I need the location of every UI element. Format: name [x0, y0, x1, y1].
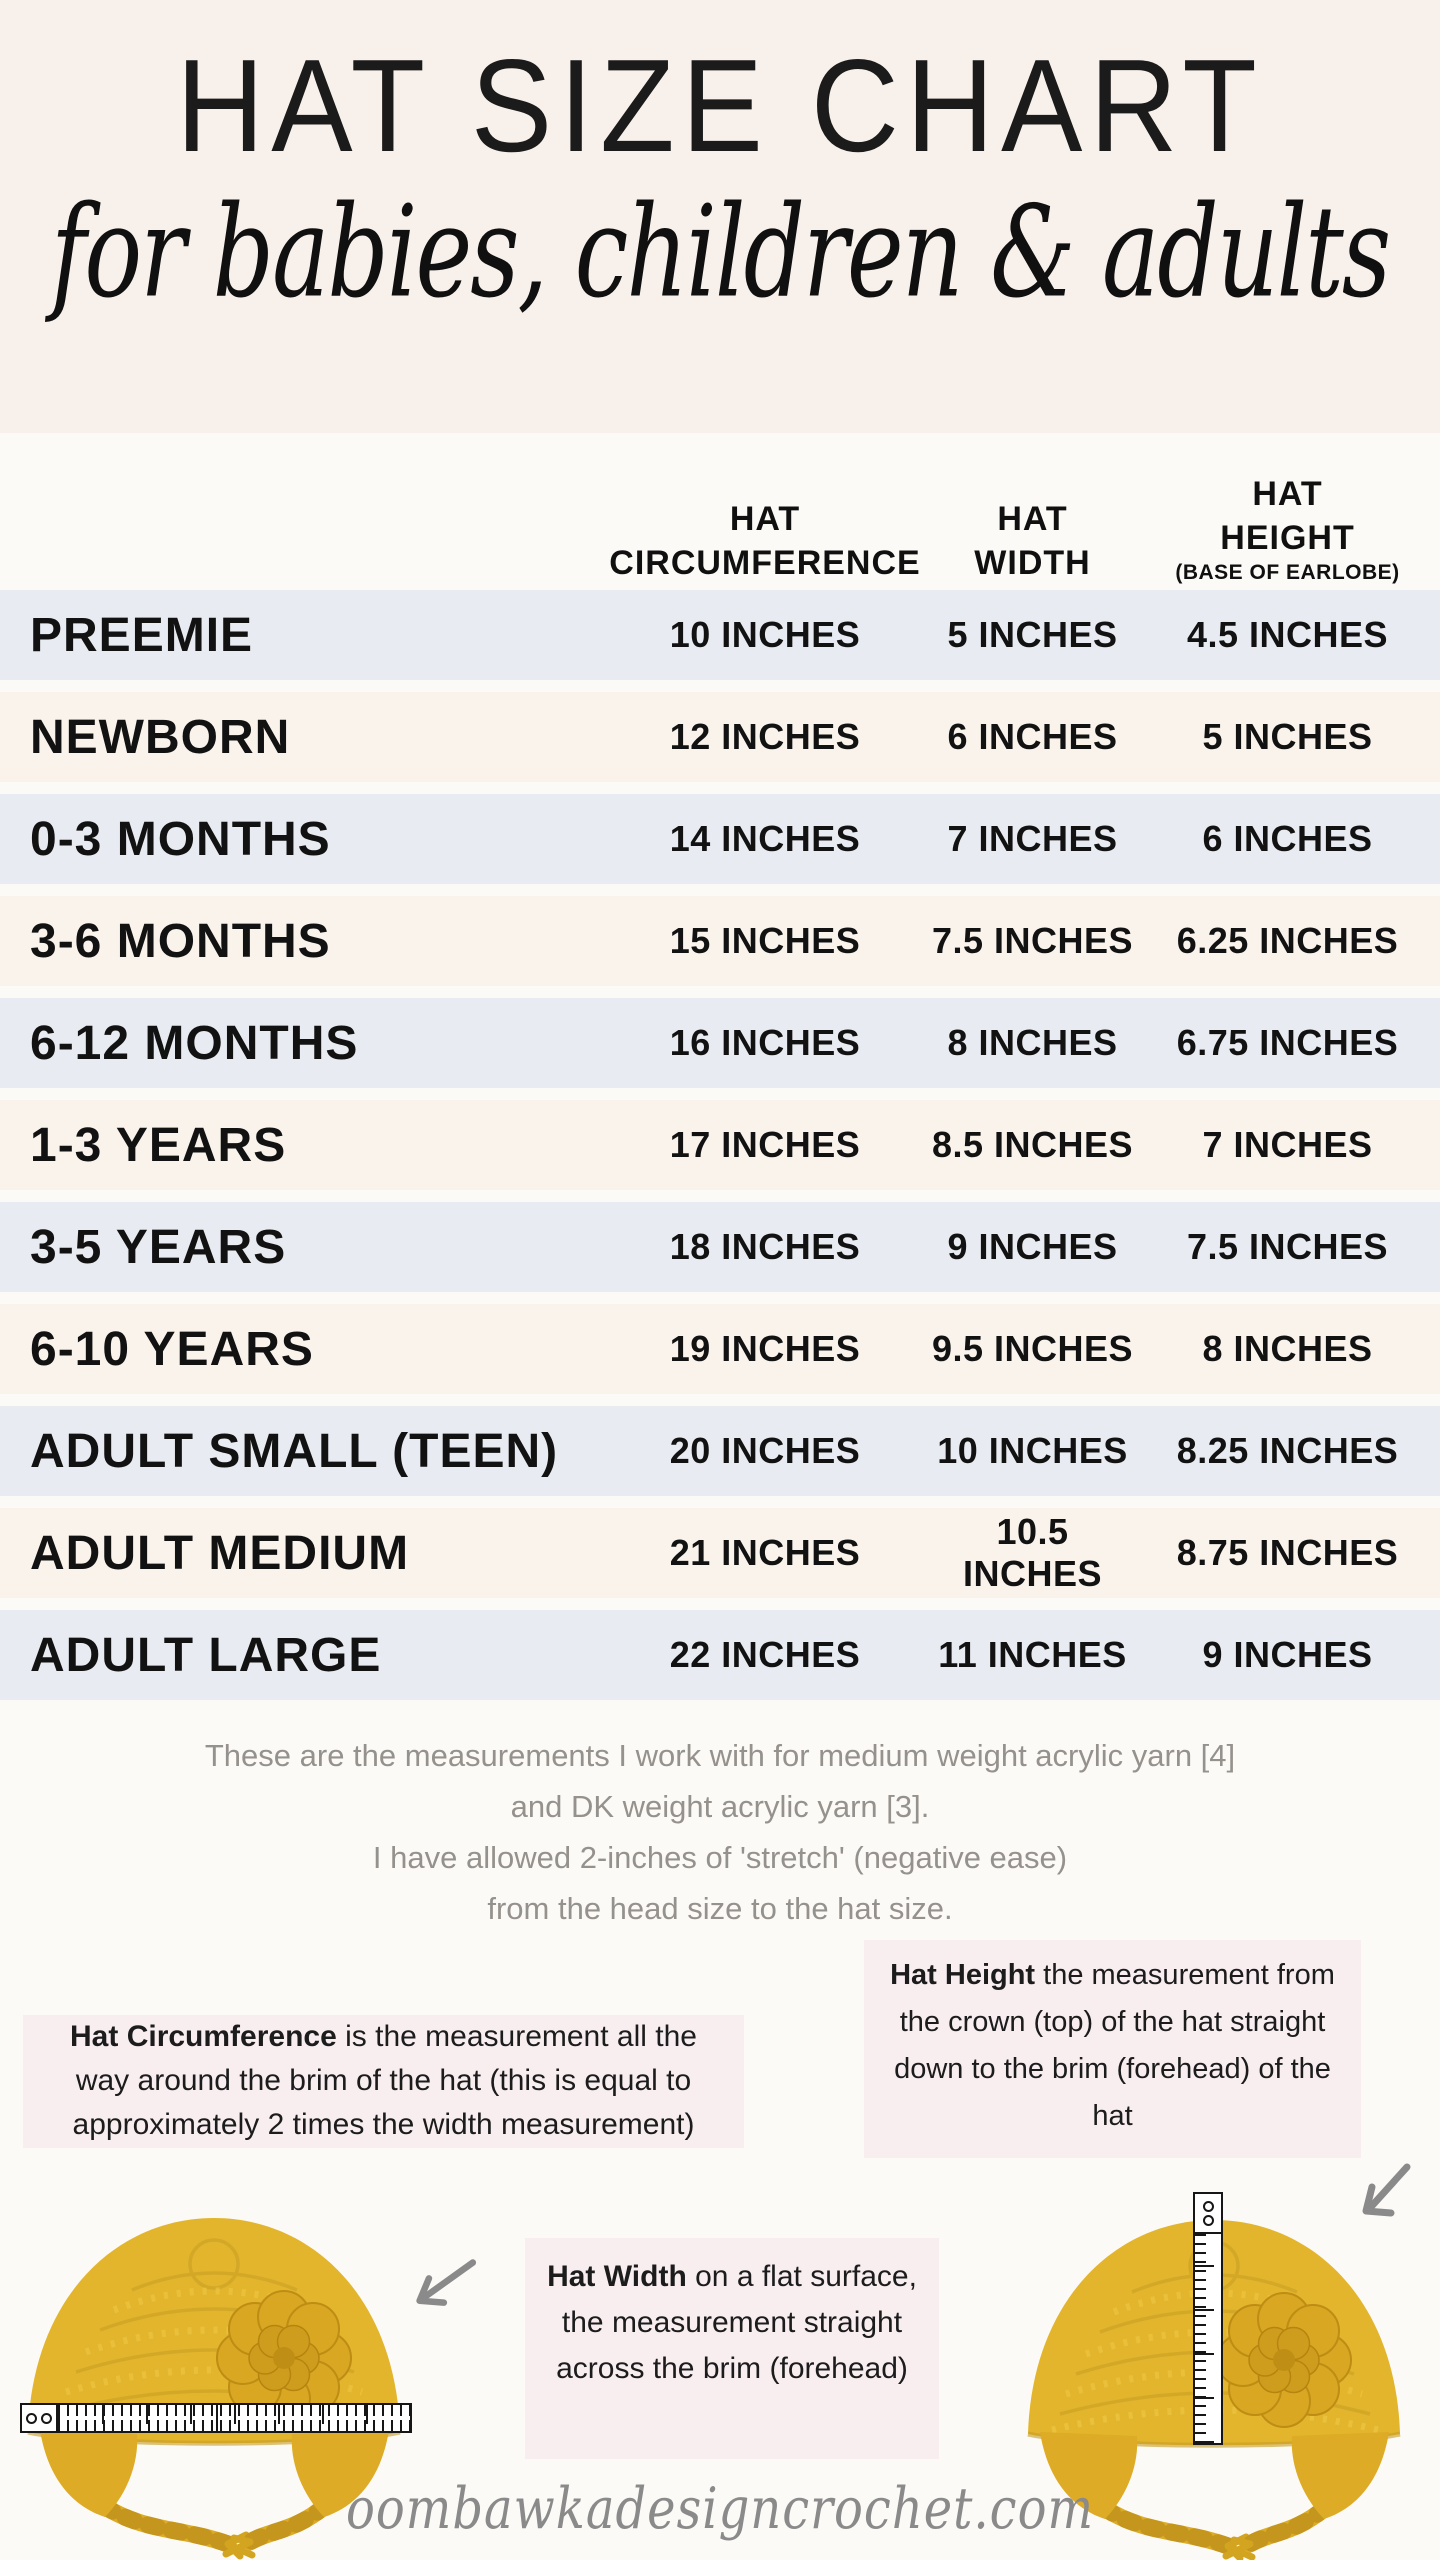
size-label: 3-6 MONTHS: [30, 914, 331, 968]
table-row: 3-6 MONTHS 15 INCHES 7.5 INCHES 6.25 INC…: [0, 896, 1440, 986]
note-line: I have allowed 2-inches of 'stretch' (ne…: [372, 1840, 1068, 1875]
yarn-notes: These are the measurements I work with f…: [0, 1730, 1440, 1934]
ruler-metal-end: [22, 2405, 58, 2431]
width-value: 7.5 INCHES: [931, 920, 1134, 961]
crochet-hat-photo-left: [27, 2218, 401, 2560]
ruler-hole: [26, 2412, 37, 2424]
width-value: 10 INCHES: [937, 1430, 1128, 1471]
circumference-value: 10 INCHES: [669, 614, 861, 655]
ruler-hole: [1202, 2200, 1214, 2212]
circumference-value: 18 INCHES: [669, 1226, 861, 1267]
size-label: 0-3 MONTHS: [30, 812, 331, 866]
table-row: 1-3 YEARS 17 INCHES 8.5 INCHES 7 INCHES: [0, 1100, 1440, 1190]
height-value: 4.5 INCHES: [1186, 614, 1389, 655]
height-value: 6 INCHES: [1202, 818, 1373, 859]
page-title: HAT SIZE CHART: [176, 32, 1264, 180]
circumference-value: 14 INCHES: [669, 818, 861, 859]
size-label: NEWBORN: [30, 710, 291, 764]
hat-width-definition: Hat Width on a flat surface, the measure…: [525, 2238, 939, 2459]
size-label: ADULT MEDIUM: [30, 1526, 410, 1580]
ruler-divider: [216, 2405, 218, 2431]
page-subtitle: for babies, children & adults: [50, 178, 1391, 326]
note-line: from the head size to the hat size.: [487, 1891, 953, 1926]
measuring-tape-vertical: [1193, 2192, 1223, 2445]
crochet-flower: [1216, 2292, 1352, 2428]
circumference-value: 22 INCHES: [669, 1634, 861, 1675]
website-url: oombawkadesigncrochet.com: [346, 2476, 1094, 2543]
table-header: HAT CIRCUMFERENCE HAT WIDTH HAT HEIGHT (…: [0, 433, 1440, 590]
circumference-value: 16 INCHES: [669, 1022, 861, 1063]
table-row: 6-10 YEARS 19 INCHES 9.5 INCHES 8 INCHES: [0, 1304, 1440, 1394]
circumference-value: 21 INCHES: [669, 1532, 861, 1573]
size-label: 3-5 YEARS: [30, 1220, 287, 1274]
ruler-hole: [41, 2412, 52, 2424]
width-value: 9.5 INCHES: [931, 1328, 1134, 1369]
definition-text: the measurement from the crown (top) of …: [894, 1959, 1335, 2132]
width-value: 5 INCHES: [947, 614, 1118, 655]
header-hat-height: HAT HEIGHT (BASE OF EARLOBE): [1135, 472, 1440, 590]
table-row: ADULT MEDIUM 21 INCHES 10.5 INCHES 8.75 …: [0, 1508, 1440, 1598]
width-value: 10.5 INCHES: [962, 1511, 1103, 1594]
height-value: 5 INCHES: [1202, 716, 1373, 757]
ruler-ticks: [1195, 2234, 1214, 2443]
table-row: ADULT LARGE 22 INCHES 11 INCHES 9 INCHES: [0, 1610, 1440, 1700]
size-label: 1-3 YEARS: [30, 1118, 287, 1172]
height-value: 7.5 INCHES: [1186, 1226, 1389, 1267]
crochet-flower: [216, 2290, 352, 2426]
definition-term: Hat Width: [547, 2260, 687, 2293]
size-table: PREEMIE 10 INCHES 5 INCHES 4.5 INCHES NE…: [0, 590, 1440, 1712]
circumference-value: 19 INCHES: [669, 1328, 861, 1369]
height-value: 8.75 INCHES: [1176, 1532, 1399, 1573]
arrow-down-left-icon: [1362, 2163, 1411, 2217]
width-value: 6 INCHES: [947, 716, 1118, 757]
definition-text: is the measurement all the way around th…: [72, 2020, 697, 2141]
ruler-hole: [1202, 2214, 1214, 2226]
circumference-value: 15 INCHES: [669, 920, 861, 961]
width-value: 7 INCHES: [947, 818, 1118, 859]
height-value: 7 INCHES: [1202, 1124, 1373, 1165]
definition-text: on a flat surface, the measurement strai…: [556, 2260, 917, 2385]
table-row: 0-3 MONTHS 14 INCHES 7 INCHES 6 INCHES: [0, 794, 1440, 884]
header-hat-width: HAT WIDTH: [974, 500, 1091, 582]
note-line: These are the measurements I work with f…: [204, 1738, 1236, 1773]
width-value: 9 INCHES: [947, 1226, 1118, 1267]
definition-term: Hat Height: [890, 1959, 1036, 1991]
ruler-ticks: [58, 2405, 410, 2424]
size-label: 6-10 YEARS: [30, 1322, 314, 1376]
width-value: 11 INCHES: [938, 1634, 1127, 1675]
table-row: 3-5 YEARS 18 INCHES 9 INCHES 7.5 INCHES: [0, 1202, 1440, 1292]
table-row: ADULT SMALL (TEEN) 20 INCHES 10 INCHES 8…: [0, 1406, 1440, 1496]
arrow-down-left-icon: [416, 2259, 477, 2306]
definition-term: Hat Circumference: [70, 2020, 337, 2053]
size-label: ADULT SMALL (TEEN): [30, 1424, 559, 1478]
size-label: ADULT LARGE: [30, 1628, 382, 1682]
height-value: 6.25 INCHES: [1176, 920, 1399, 961]
height-value: 8 INCHES: [1202, 1328, 1373, 1369]
title-block: HAT SIZE CHART for babies, children & ad…: [0, 0, 1440, 433]
width-value: 8.5 INCHES: [931, 1124, 1134, 1165]
size-label: PREEMIE: [30, 608, 254, 662]
ruler-ticks: [58, 2420, 410, 2431]
height-value: 6.75 INCHES: [1176, 1022, 1399, 1063]
ruler-metal-end: [1195, 2194, 1221, 2234]
circumference-value: 17 INCHES: [669, 1124, 861, 1165]
header-hat-circumference: HAT CIRCUMFERENCE: [609, 500, 921, 582]
size-label: 6-12 MONTHS: [30, 1016, 359, 1070]
height-value: 9 INCHES: [1202, 1634, 1373, 1675]
table-row: 6-12 MONTHS 16 INCHES 8 INCHES 6.75 INCH…: [0, 998, 1440, 1088]
hat-circumference-definition: Hat Circumference is the measurement all…: [23, 2015, 744, 2148]
circumference-value: 12 INCHES: [669, 716, 861, 757]
table-row: PREEMIE 10 INCHES 5 INCHES 4.5 INCHES: [0, 590, 1440, 680]
hat-height-definition: Hat Height the measurement from the crow…: [864, 1940, 1361, 2158]
circumference-value: 20 INCHES: [669, 1430, 861, 1471]
table-row: NEWBORN 12 INCHES 6 INCHES 5 INCHES: [0, 692, 1440, 782]
measuring-tape-horizontal: [20, 2403, 412, 2433]
height-value: 8.25 INCHES: [1176, 1430, 1399, 1471]
note-line: and DK weight acrylic yarn [3].: [510, 1789, 930, 1824]
header-height-subnote: (BASE OF EARLOBE): [1175, 561, 1400, 584]
width-value: 8 INCHES: [947, 1022, 1118, 1063]
